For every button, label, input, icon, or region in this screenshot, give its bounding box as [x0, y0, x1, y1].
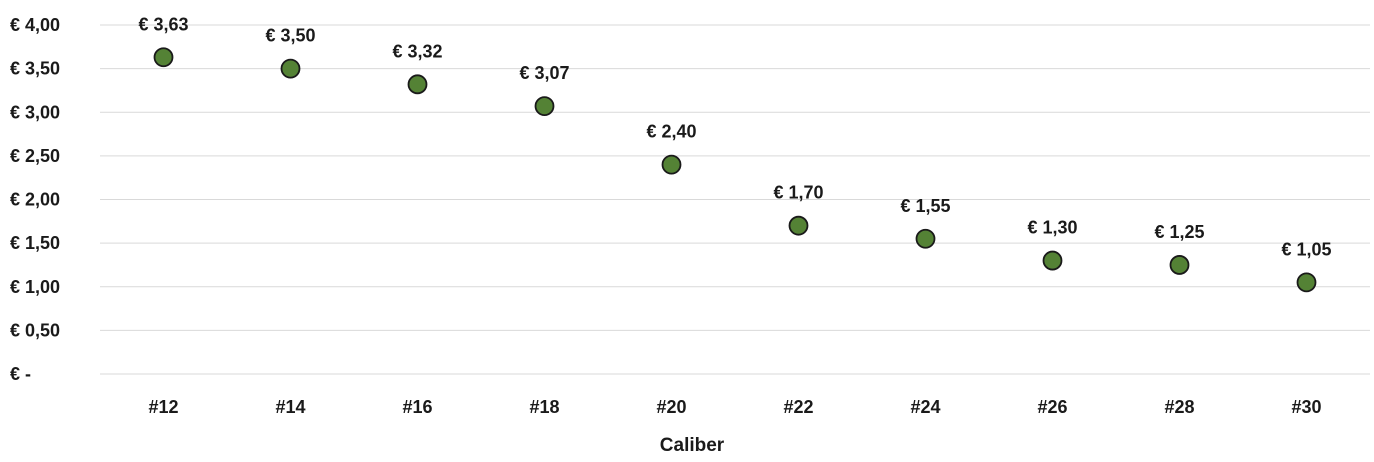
data-point	[788, 215, 809, 236]
data-point	[1296, 272, 1317, 293]
data-label: € 2,40	[646, 122, 696, 142]
data-label: € 1,05	[1281, 239, 1331, 259]
y-tick-label: € 0,50	[10, 320, 60, 340]
x-tick-label: #30	[1291, 397, 1321, 417]
x-axis-tick-labels: #12 #14 #16 #18 #20 #22 #24 #26 #28 #30	[148, 397, 1321, 417]
y-tick-label: € 3,00	[10, 102, 60, 122]
x-tick-label: #28	[1164, 397, 1194, 417]
x-axis-title: Caliber	[660, 435, 725, 456]
x-tick-label: #18	[529, 397, 559, 417]
x-tick-label: #14	[275, 397, 305, 417]
data-label: € 3,32	[392, 41, 442, 61]
data-point	[280, 58, 301, 79]
y-tick-label: € 1,50	[10, 233, 60, 253]
y-tick-label: € 1,00	[10, 277, 60, 297]
y-tick-label: € 2,50	[10, 146, 60, 166]
data-point	[534, 96, 555, 117]
y-tick-label: € 3,50	[10, 59, 60, 79]
data-point	[153, 47, 174, 68]
x-tick-label: #16	[402, 397, 432, 417]
data-point	[1169, 255, 1190, 275]
data-points	[153, 47, 1317, 293]
y-tick-label: € -	[10, 364, 31, 384]
x-tick-label: #22	[783, 397, 813, 417]
data-label: € 3,63	[138, 14, 188, 34]
data-label: € 3,07	[519, 63, 569, 83]
data-point	[661, 154, 682, 175]
data-point	[407, 74, 428, 95]
data-point	[915, 228, 936, 249]
data-label: € 1,70	[773, 183, 823, 203]
x-tick-label: #12	[148, 397, 178, 417]
x-tick-label: #24	[910, 397, 940, 417]
data-label: € 3,50	[265, 26, 315, 46]
gridlines	[100, 24, 1370, 375]
data-labels: € 3,63 € 3,50 € 3,32 € 3,07 € 2,40 € 1,70 € 1,…	[138, 14, 1331, 259]
y-tick-label: € 4,00	[10, 15, 60, 35]
y-tick-label: € 2,00	[10, 190, 60, 210]
data-label: € 1,30	[1027, 218, 1077, 238]
data-point	[1042, 250, 1063, 271]
data-label: € 1,55	[900, 196, 950, 216]
x-tick-label: #20	[656, 397, 686, 417]
data-label: € 1,25	[1154, 222, 1204, 242]
y-axis-tick-labels: € - € 0,50 € 1,00 € 1,50 € 2,00 € 2,50 € 3,00 €…	[10, 15, 60, 384]
x-tick-label: #26	[1037, 397, 1067, 417]
